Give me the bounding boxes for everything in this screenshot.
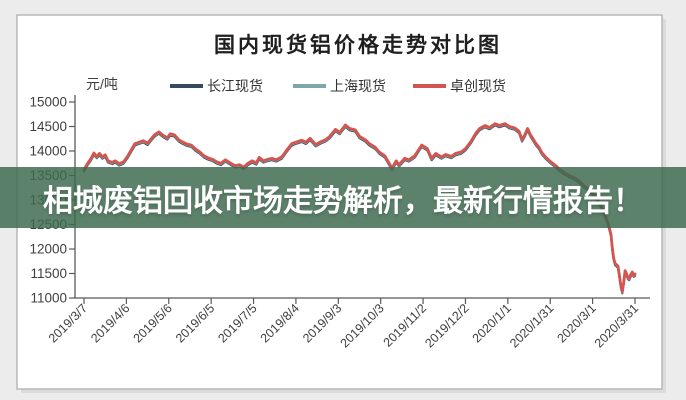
chart-title: 国内现货铝价格走势对比图 bbox=[214, 33, 502, 57]
legend-label-长江现货: 长江现货 bbox=[207, 78, 263, 94]
y-tick-label: 15000 bbox=[29, 95, 67, 110]
headline-banner: 相城废铝回收市场走势解析，最新行情报告！ bbox=[0, 167, 686, 228]
y-axis-unit-label: 元/吨 bbox=[86, 76, 118, 92]
y-tick-label: 11500 bbox=[30, 266, 67, 281]
y-tick-label: 11000 bbox=[30, 291, 67, 306]
y-tick-label: 12000 bbox=[29, 242, 67, 257]
legend: 长江现货 上海现货 卓创现货 bbox=[170, 78, 506, 94]
y-tick-label: 14000 bbox=[29, 144, 67, 159]
headline-text: 相城废铝回收市场走势解析，最新行情报告！ bbox=[43, 184, 643, 218]
legend-label-上海现货: 上海现货 bbox=[330, 78, 386, 94]
y-tick-label: 14500 bbox=[29, 119, 67, 134]
legend-label-卓创现货: 卓创现货 bbox=[450, 78, 506, 94]
